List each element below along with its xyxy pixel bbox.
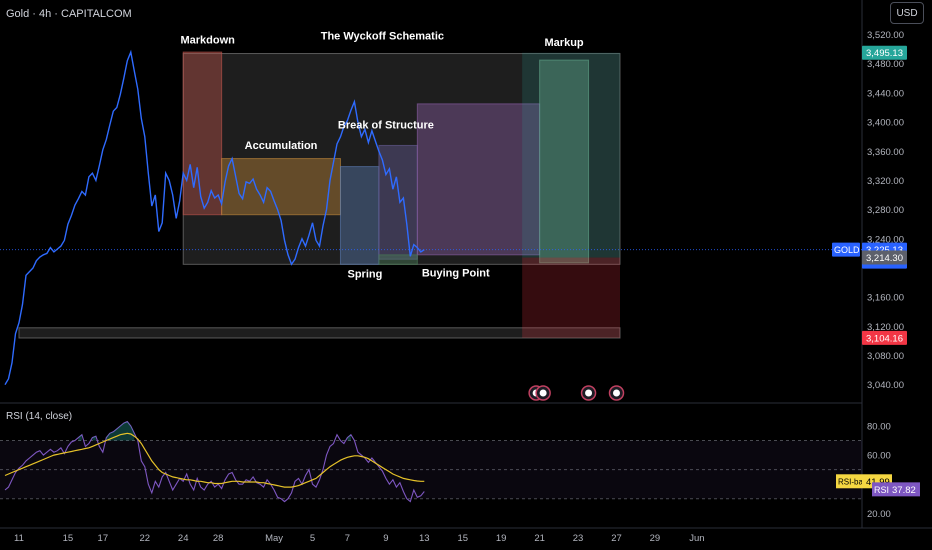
time-tick-label: 9 [383,533,388,544]
rsi-line [4,420,425,503]
rsi-band [0,440,862,499]
stop-price-badge [862,330,907,345]
currency-button[interactable]: USD [890,2,924,24]
entry-price-badge [862,250,907,265]
price-tick-label: 3,280.00 [867,205,904,216]
event-flag-icon-center [613,389,621,397]
event-flag-icon-center [585,389,593,397]
buying-point-zone [416,103,541,256]
time-tick-label: 19 [496,533,507,544]
symbol-tag-label: GOLD [834,245,860,255]
annotation-6: Buying Point [422,268,490,280]
rsi-tick-label: 80.00 [867,422,891,433]
annotation-5: Spring [347,268,382,280]
stop-price-label: 3,104.16 [866,333,903,344]
rsi-name-label: RSI [874,485,889,495]
time-tick-label: 13 [419,533,430,544]
annotation-4: Break of Structure [338,120,434,132]
time-tick-label: 15 [457,533,468,544]
time-tick-label: 17 [98,533,109,544]
spring-zone [339,166,380,265]
price-tick-label: 3,160.00 [867,293,904,304]
price-tick-label: 3,080.00 [867,351,904,362]
markdown-zone [182,51,223,216]
target-price-label: 3,495.13 [866,48,903,59]
rsi-name-badge [872,482,890,497]
time-tick-label: 22 [139,533,150,544]
price-tick-label: 3,040.00 [867,380,904,391]
rsi-ma-value-label: 41.99 [866,477,890,488]
entry-price-label: 3,214.30 [866,253,903,264]
rsi-value-badge [890,482,920,497]
time-tick-label: 28 [213,533,224,544]
time-tick-label: 27 [611,533,622,544]
rsi-tick-label: 20.00 [867,509,891,520]
time-tick-label: 7 [345,533,350,544]
rsi-tick-label: 60.00 [867,451,891,462]
break-of-structure-zone [378,144,418,260]
symbol-title: Gold · 4h · CAPITALCOM [6,8,132,20]
price-tick-label: 3,360.00 [867,147,904,158]
price-tick-label: 3,320.00 [867,176,904,187]
spring-base-zone [378,254,418,265]
time-tick-label: 29 [650,533,661,544]
rsi-indicator-title[interactable]: RSI (14, close) [6,411,73,422]
price-series-line [4,49,425,386]
time-tick-label: 23 [573,533,584,544]
rsi-overbought-fill [78,434,82,441]
annotation-0: Markdown [180,34,235,46]
price-tick-label: 3,520.00 [867,30,904,41]
annotation-1: The Wyckoff Schematic [321,31,444,43]
rsi-ma-name-badge [836,474,862,489]
time-tick-label: 5 [310,533,315,544]
symbol-tag-badge [832,242,860,257]
time-tick-label: Jun [689,533,704,544]
rsi-overbought-fill [106,421,135,441]
rsi-overbought-fill [92,436,96,441]
time-tick-label: 15 [63,533,74,544]
annotation-2: Markup [545,37,584,49]
event-flag-icon-center [539,389,547,397]
position-profit-zone [522,52,620,258]
target-price-badge [862,45,907,60]
markup-zone [539,59,590,264]
price-tick-label: 3,240.00 [867,234,904,245]
rsi-ma-line [4,432,425,488]
time-tick-label: May [265,533,283,544]
price-tick-label: 3,440.00 [867,88,904,99]
annotation-3: Accumulation [245,140,318,152]
price-tick-label: 3,480.00 [867,59,904,70]
accumulation-zone [221,158,341,216]
time-tick-label: 11 [14,533,24,544]
rsi-overbought-fill [347,434,351,441]
position-loss-zone [522,257,620,338]
time-tick-label: 24 [178,533,189,544]
price-tick-label: 3,120.00 [867,322,904,333]
rsi-value-label: 37.82 [892,485,916,496]
time-tick-label: 21 [534,533,545,544]
price-tick-label: 3,400.00 [867,118,904,129]
low-range-zone [18,327,621,339]
